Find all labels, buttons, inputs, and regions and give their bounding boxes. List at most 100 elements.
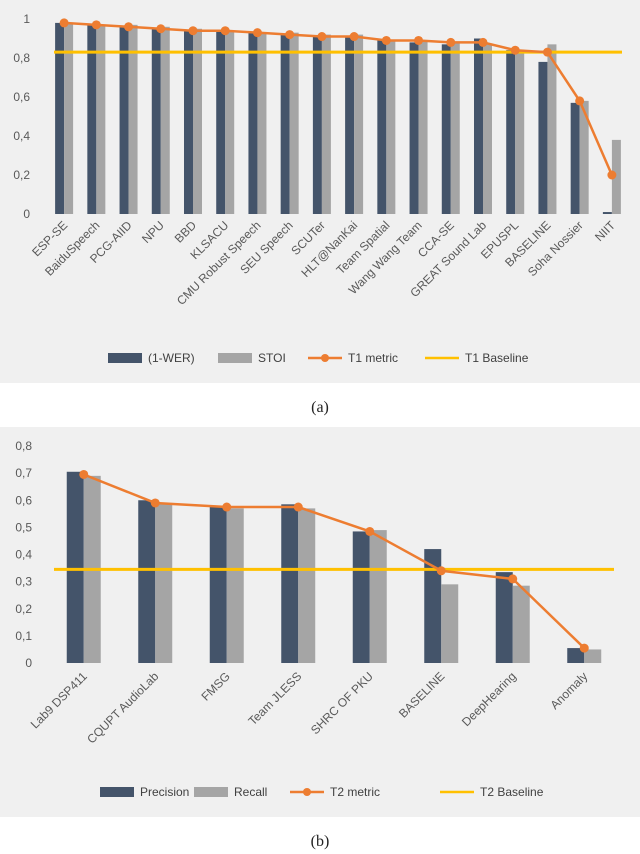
chart-b-bar-primary [495, 572, 513, 663]
chart-b-y-tick-label: 0,7 [15, 466, 32, 480]
chart-a-metric-point [59, 18, 69, 28]
chart-a-metric-point [607, 170, 617, 180]
chart-b-y-tick-label: 0,1 [15, 629, 32, 643]
chart-b-legend-label: Recall [234, 785, 267, 799]
chart-a-bar-secondary [193, 28, 202, 214]
chart-a-y-tick-label: 0,8 [13, 51, 30, 65]
chart-b-legend-marker [303, 788, 311, 796]
chart-b-bar-primary [66, 471, 84, 663]
chart-a-bar-secondary [289, 32, 299, 215]
chart-b-category-label: Lab9 DSP411 [28, 669, 90, 731]
chart-a-bar-secondary [257, 32, 267, 215]
chart-b-bar-secondary [584, 649, 602, 663]
chart-panel-a: 0 0,2 0,4 0,6 0,8 1 ESP-SE BaiduSpeech PCG-AIID N… [0, 0, 640, 383]
chart-a-legend-swatch-primary [108, 353, 142, 363]
chart-b-bar-secondary [512, 585, 530, 663]
chart-a-bar-secondary [547, 44, 557, 214]
chart-a-bar-secondary [611, 139, 621, 214]
chart-b-bar-secondary [226, 508, 244, 663]
chart-b-metric-point [365, 526, 375, 536]
chart-a-bar-primary [119, 26, 129, 214]
chart-a-bar-primary [602, 212, 612, 214]
chart-b-legend-swatch-primary [100, 787, 134, 797]
chart-a-metric-point [478, 37, 488, 47]
chart-a-bar-secondary [579, 100, 589, 214]
chart-a-bar-secondary [483, 44, 492, 214]
chart-b-bar-secondary [369, 530, 387, 663]
chart-b-metric-point [293, 502, 303, 512]
chart-a-bar-primary [345, 36, 355, 214]
chart-a-bar-primary [441, 44, 451, 214]
chart-b-y-tick-label: 0,3 [15, 575, 32, 589]
chart-a-metric-point [542, 47, 552, 57]
chart-a-legend-label: (1-WER) [148, 351, 195, 365]
chart-b-y-tick-label: 0,5 [15, 520, 32, 534]
chart-b-category-label: DeepHearing [459, 669, 519, 729]
chart-b-metric-point [508, 574, 518, 584]
chart-b-bar-secondary [298, 508, 316, 663]
chart-a-y-tick-label: 0,6 [13, 90, 30, 104]
chart-a-bar-secondary [386, 40, 396, 215]
chart-a-legend-label: T1 Baseline [465, 351, 529, 365]
chart-a-bar-secondary [160, 26, 170, 214]
chart-a-y-tick-label: 0,4 [13, 129, 30, 143]
chart-b-metric-line [83, 473, 586, 649]
chart-a-bar-primary [506, 50, 516, 215]
chart-a-metric-point [317, 32, 327, 42]
chart-a-bar-primary [570, 102, 580, 214]
chart-a-bar-secondary [450, 42, 460, 215]
chart-b-y-tick-label: 0,6 [15, 493, 32, 507]
chart-a-bar-secondary [354, 34, 364, 214]
chart-b-y-tick-label: 0 [25, 656, 32, 670]
chart-a-metric-point [381, 35, 391, 45]
chart-a-metric-point [124, 22, 134, 32]
chart-b-bar-primary [209, 505, 227, 663]
chart-b-legend-label: T2 Baseline [480, 785, 544, 799]
chart-a-bar-primary [409, 42, 419, 215]
chart-b-bar-primary [352, 531, 370, 663]
chart-a-bar-primary [538, 61, 548, 215]
chart-a-category-label: NIIT [592, 218, 618, 244]
chart-a-bar-secondary [418, 40, 428, 215]
chart-a-bar-primary [280, 34, 290, 214]
chart-b-y-tick-label: 0,2 [15, 602, 32, 616]
chart-a-y-tick-label: 0,2 [13, 168, 30, 182]
chart-a-bar-secondary [515, 50, 525, 215]
chart-b-metric-point [150, 498, 160, 508]
chart-b-bar-primary [424, 549, 442, 663]
chart-a-legend-marker [321, 354, 329, 362]
chart-a-bar-secondary [96, 24, 106, 214]
chart-a-metric-line [64, 21, 614, 176]
chart-a-metric-point [91, 20, 101, 30]
chart-b-bar-primary [281, 504, 299, 663]
chart-a-bar-secondary [225, 30, 235, 215]
chart-a-category-label: BBD [172, 218, 200, 246]
chart-a-metric-point [252, 28, 262, 38]
chart-b-metric-point [436, 566, 446, 576]
chart-b-category-label: Team JLESS [245, 669, 304, 728]
chart-panel-b: 0 0,1 0,2 0,3 0,4 0,5 0,6 0,7 0,8 Lab9 DSP411 CQUP… [0, 427, 640, 817]
chart-a-legend-label: T1 metric [348, 351, 398, 365]
chart-b-category-label: SHRC OF PKU [308, 669, 376, 737]
chart-a-metric-point [220, 26, 230, 36]
chart-a-y-tick-label: 0 [23, 207, 30, 221]
chart-b-bar-secondary [441, 584, 459, 663]
chart-a-metric-point [510, 45, 520, 55]
chart-a-bar-primary [184, 30, 193, 215]
chart-b-legend-swatch-secondary [194, 787, 228, 797]
chart-b-bar-primary [567, 648, 585, 663]
chart-a-bar-primary [248, 32, 258, 215]
chart-a-metric-point [349, 32, 359, 42]
chart-b-svg: 0 0,1 0,2 0,3 0,4 0,5 0,6 0,7 0,8 Lab9 DSP411CQUP… [15, 439, 614, 799]
chart-b-y-tick-label: 0,4 [15, 548, 32, 562]
chart-a-bar-secondary [321, 34, 331, 214]
chart-a-metric-point [285, 30, 295, 40]
chart-a-category-label: NPU [139, 218, 167, 246]
chart-a-bar-primary [55, 22, 65, 215]
chart-b-metric-point [579, 643, 589, 653]
caption-a: (a) [311, 399, 329, 416]
chart-b-legend-label: T2 metric [330, 785, 380, 799]
chart-a-legend-label: STOI [258, 351, 286, 365]
chart-b-legend-label: Precision [140, 785, 189, 799]
